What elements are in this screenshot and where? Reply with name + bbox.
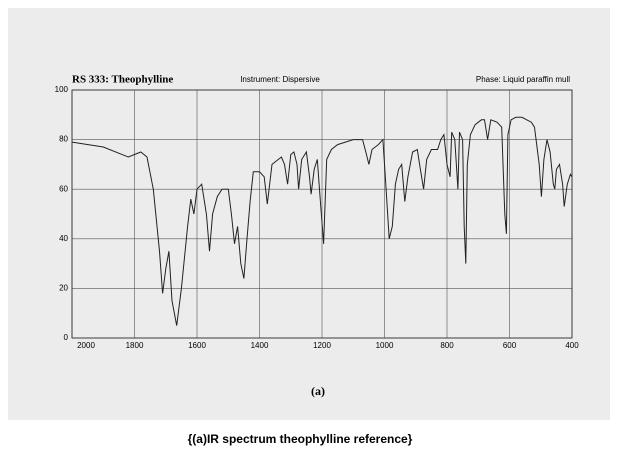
x-tick-label: 400	[565, 341, 579, 350]
caption: {(a)IR spectrum theophylline reference}	[188, 432, 413, 446]
plot-frame	[71, 89, 573, 339]
x-tick-label: 1000	[376, 341, 394, 350]
y-tick-label: 80	[59, 135, 68, 144]
x-tick-label: 1200	[313, 341, 331, 350]
y-tick-label: 40	[59, 234, 68, 243]
y-tick-label: 100	[55, 85, 69, 94]
spectrum-line	[71, 116, 573, 326]
y-tick-label: 60	[59, 184, 68, 193]
y-tick-label: 20	[59, 284, 68, 293]
annotation: Phase: Liquid paraffin mull	[476, 75, 570, 84]
x-tick-label: 1400	[251, 341, 269, 350]
x-tick-label: 1800	[126, 341, 144, 350]
x-tick-label: 2000	[77, 341, 95, 350]
panel	[8, 8, 610, 420]
chart-title: RS 333: Theophylline	[72, 74, 173, 86]
panel-label: (a)	[311, 384, 325, 398]
x-tick-label: 600	[503, 341, 517, 350]
x-tick-label: 1600	[188, 341, 206, 350]
x-tick-label: 800	[440, 341, 454, 350]
y-tick-label: 0	[64, 333, 69, 342]
subtitle: Instrument: Dispersive	[240, 75, 320, 84]
